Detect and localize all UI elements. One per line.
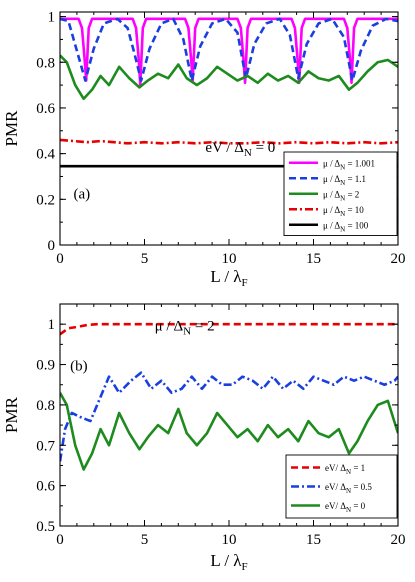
panel-label: (b) xyxy=(70,359,88,375)
legend-label-2: μ / ΔN​ = 2 xyxy=(323,189,359,202)
series-line-1 xyxy=(60,371,398,462)
y-tick-label: 0.6 xyxy=(36,101,55,117)
series-line-0 xyxy=(60,322,398,336)
y-tick-label: 0.2 xyxy=(36,192,55,208)
plot-area xyxy=(60,322,398,471)
x-tick-label: 20 xyxy=(391,532,406,548)
x-tick-label: 15 xyxy=(306,532,321,548)
series-line-0 xyxy=(60,17,398,87)
series-line-2 xyxy=(60,54,398,101)
y-axis-label: PMR xyxy=(2,396,21,433)
series-line-3 xyxy=(60,138,398,145)
series-line-2 xyxy=(60,392,398,471)
legend-label-4: μ / ΔN​ = 100 xyxy=(323,220,369,233)
legend: eV/ ΔN​ = 1 eV/ ΔN​ = 0.5 eV/ ΔN​ = 0 xyxy=(285,454,398,519)
legend-label-1: eV/ ΔN​ = 0.5 xyxy=(325,482,372,495)
x-tick-label: 10 xyxy=(222,251,237,267)
y-tick-label: 0.5 xyxy=(36,519,55,535)
legend-label-0: eV/ ΔN​ = 1 xyxy=(325,463,365,476)
y-tick-label: 0.6 xyxy=(36,479,55,495)
x-axis-label: L / λF​ xyxy=(210,267,247,289)
y-axis-label: PMR xyxy=(2,110,21,147)
panel-b: 0 5 10 15 20 0.5 0.6 0.7 0.8 0.9 1 L / λF​ PMR μ / ΔN… xyxy=(2,303,406,573)
x-tick-label: 5 xyxy=(141,251,149,267)
y-tick-label: 0 xyxy=(48,238,56,254)
x-axis-label: L / λF​ xyxy=(210,551,247,573)
series-line-1 xyxy=(60,17,398,82)
legend: μ / ΔN​ = 1.001 μ / ΔN​ = 1.1 μ / ΔN​ = 2 μ… xyxy=(283,151,398,236)
legend-label-1: μ / ΔN​ = 1.1 xyxy=(323,174,366,187)
annotation: eV / ΔN​ = 0 xyxy=(205,140,275,159)
x-tick-label: 0 xyxy=(56,251,64,267)
legend-label-0: μ / ΔN​ = 1.001 xyxy=(323,158,375,171)
y-tick-label: 1 xyxy=(48,10,56,26)
legend-label-2: eV/ ΔN​ = 0 xyxy=(325,501,366,514)
y-tick-label: 0.8 xyxy=(36,398,55,414)
x-tick-label: 15 xyxy=(306,251,321,267)
x-tick-label: 5 xyxy=(141,532,149,548)
y-tick-label: 0.8 xyxy=(36,55,55,71)
x-tick-label: 20 xyxy=(391,251,406,267)
y-tick-label: 0.7 xyxy=(36,438,55,454)
panel-a: 0 5 10 15 20 0 0.2 0.4 0.6 0.8 1 L / λF​ PMR eV / ΔN​… xyxy=(2,10,406,289)
y-tick-label: 1 xyxy=(48,317,56,333)
y-tick-label: 0.4 xyxy=(36,147,55,163)
legend-label-3: μ / ΔN​ = 10 xyxy=(323,205,364,218)
x-tick-label: 10 xyxy=(222,532,237,548)
panel-label: (a) xyxy=(74,186,91,202)
legend-box xyxy=(285,454,398,519)
x-tick-label: 0 xyxy=(56,532,64,548)
annotation: μ / ΔN​ = 2 xyxy=(155,319,215,338)
y-tick-label: 0.9 xyxy=(36,358,55,374)
